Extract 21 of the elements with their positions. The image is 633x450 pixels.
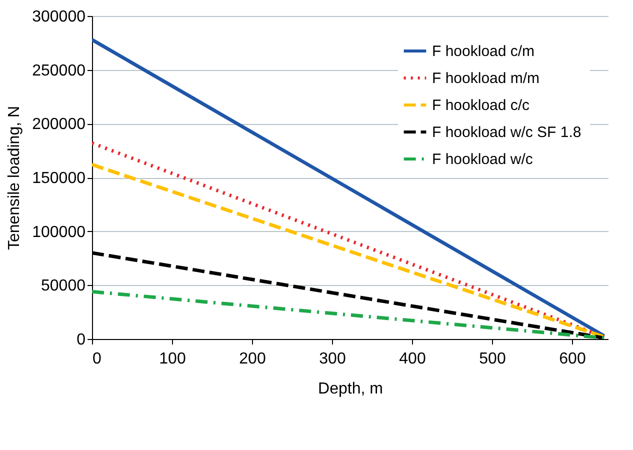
y-tick-label: 200000 bbox=[32, 116, 86, 134]
x-tick-label: 400 bbox=[399, 350, 426, 368]
x-tick-label: 600 bbox=[559, 350, 586, 368]
y-tick-label: 100000 bbox=[32, 224, 86, 241]
x-axis-title: Depth, m bbox=[318, 380, 383, 398]
legend-label: F hookload m/m bbox=[432, 70, 540, 87]
x-tick-label: 100 bbox=[159, 350, 186, 368]
y-axis-title: Tenensile loading, N bbox=[6, 106, 24, 250]
y-tick-label: 0 bbox=[76, 332, 86, 348]
legend-label: F hookload c/m bbox=[432, 43, 535, 60]
x-tick-label: 200 bbox=[239, 350, 266, 368]
x-tick-label: 500 bbox=[479, 350, 506, 368]
legend-label: F hookload c/c bbox=[432, 97, 530, 114]
legend-label: F hookload w/c bbox=[432, 151, 534, 168]
y-tick-label: 150000 bbox=[32, 170, 86, 187]
y-tick-label: 50000 bbox=[41, 278, 86, 295]
legend-label: F hookload w/c SF 1.8 bbox=[432, 124, 582, 141]
x-tick-label: 0 bbox=[92, 350, 102, 368]
y-tick-label: 250000 bbox=[32, 62, 86, 80]
x-tick-label: 300 bbox=[319, 350, 346, 368]
y-tick-label: 300000 bbox=[32, 8, 86, 26]
